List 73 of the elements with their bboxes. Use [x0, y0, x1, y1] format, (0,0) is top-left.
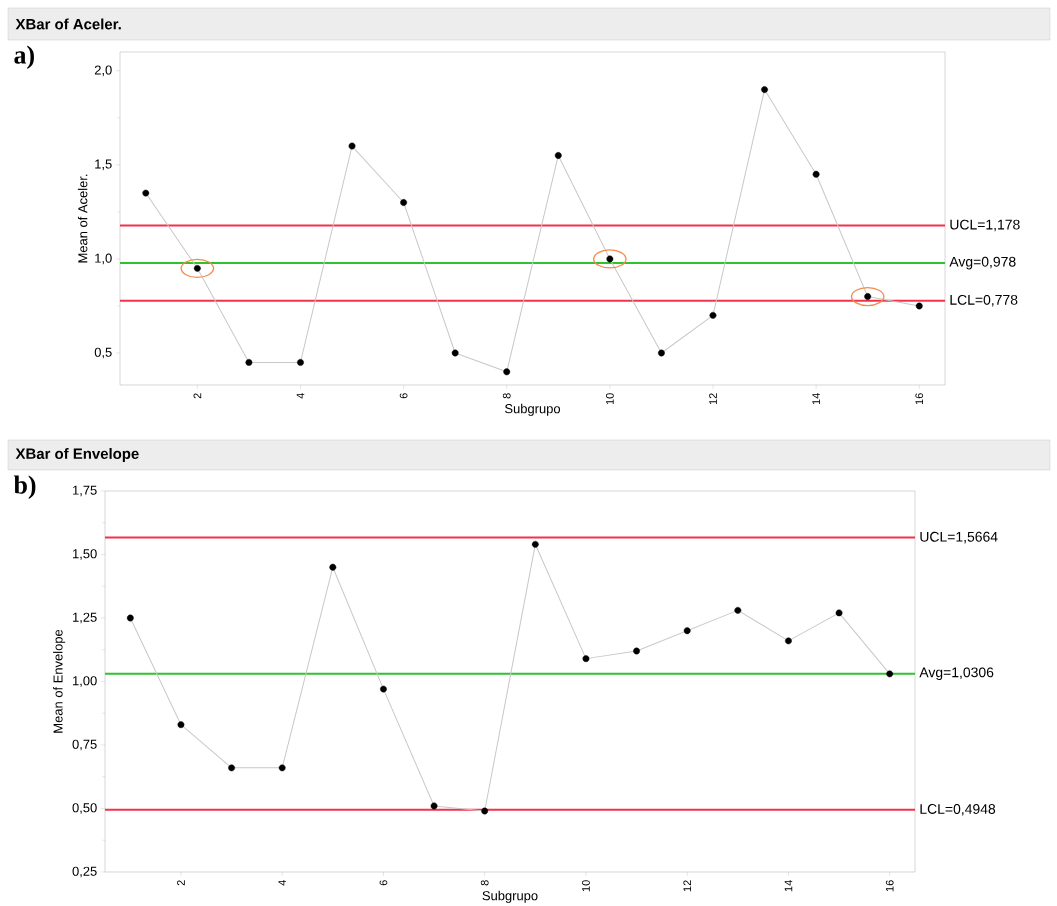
x-tick-label: 6 — [399, 393, 408, 399]
point — [658, 349, 665, 357]
text: a) — [14, 45, 34, 69]
x-tick-label: 16 — [915, 393, 924, 405]
y-tick-label: 1,0 — [95, 253, 112, 265]
x-tick-label: 14 — [812, 392, 820, 405]
y-tick-label: 0,5 — [94, 347, 112, 359]
x-tick-label: 2 — [177, 880, 185, 886]
x-tick-label: 8 — [480, 880, 489, 886]
x-tick-label: 4 — [296, 392, 305, 399]
x-tick-label: 2 — [193, 393, 202, 399]
point — [915, 302, 923, 310]
x-tick-label: 12 — [683, 880, 692, 892]
point — [400, 198, 407, 206]
point — [193, 264, 201, 272]
x-tick-label: 14 — [784, 880, 793, 892]
point — [380, 685, 387, 693]
y-axis-title: Mean of Envelope — [53, 629, 66, 733]
point — [228, 764, 235, 772]
point — [633, 647, 640, 655]
x-tick-label: 10 — [605, 393, 614, 405]
point — [142, 189, 150, 197]
point — [734, 606, 742, 614]
text: b) — [13, 475, 36, 499]
point — [348, 142, 356, 150]
point — [785, 637, 792, 645]
point — [606, 255, 614, 263]
point — [554, 151, 562, 159]
x-tick-label: 10 — [582, 880, 590, 892]
point — [297, 358, 304, 366]
point — [430, 802, 438, 810]
point — [761, 86, 768, 93]
y-tick-label: 1,00 — [73, 676, 97, 687]
x-tick-label: 16 — [885, 880, 894, 892]
x-tick-label: 4 — [278, 880, 286, 886]
point — [683, 627, 691, 634]
point — [812, 170, 820, 178]
point — [481, 807, 489, 815]
y-tick-label: 0,25 — [72, 866, 97, 878]
y-tick-label: 1,5 — [95, 159, 112, 171]
point — [886, 670, 894, 678]
ref-line-label: Avg=1,0306 — [919, 667, 994, 680]
chart-title: XBar of Envelope — [15, 447, 139, 462]
y-tick-label: 0,75 — [72, 739, 97, 751]
x-axis-title: Subgrupo — [505, 403, 561, 416]
point — [126, 614, 134, 622]
point — [864, 293, 872, 300]
ref-line-label: LCL=0,778 — [950, 294, 1018, 307]
point — [177, 721, 185, 728]
chart-title: XBar of Aceler. — [15, 18, 121, 30]
point — [531, 540, 539, 548]
point — [582, 655, 590, 662]
y-axis-title: Mean of Aceler. — [77, 174, 88, 263]
x-tick-label: 8 — [502, 393, 511, 399]
point — [835, 609, 843, 617]
y-tick-label: 1,75 — [73, 485, 97, 497]
ref-line-label: Avg=0,978 — [949, 256, 1016, 270]
point — [278, 764, 286, 772]
point — [709, 311, 717, 319]
ref-line-label: UCL=1,178 — [950, 219, 1020, 232]
y-tick-label: 0,50 — [72, 803, 97, 814]
ref-line-label: LCL=0,4948 — [920, 803, 996, 816]
point — [503, 368, 511, 376]
point — [451, 349, 459, 357]
y-tick-label: 1,25 — [73, 612, 97, 624]
x-tick-label: 6 — [379, 880, 388, 886]
ref-line-label: UCL=1,5664 — [920, 531, 998, 544]
x-axis-title: Subgrupo — [482, 890, 538, 903]
x-tick-label: 12 — [709, 393, 717, 405]
point — [329, 563, 337, 571]
point — [245, 358, 253, 366]
y-tick-label: 1,50 — [73, 549, 97, 560]
y-tick-label: 2,0 — [94, 65, 112, 77]
